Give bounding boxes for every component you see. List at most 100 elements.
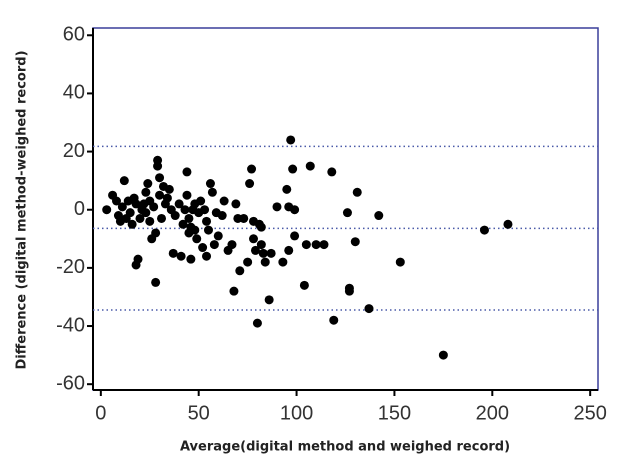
point (272, 202, 282, 212)
point (164, 184, 174, 194)
point (479, 225, 489, 235)
point (239, 213, 249, 223)
point (145, 216, 155, 226)
point (174, 199, 184, 209)
point (438, 350, 448, 360)
point (182, 167, 192, 177)
x-tick-label: 150 (378, 402, 411, 424)
point (151, 228, 161, 238)
point (213, 231, 223, 241)
point (111, 196, 121, 206)
point (117, 202, 127, 212)
point (305, 161, 315, 171)
point (162, 193, 172, 203)
point (286, 135, 296, 145)
point (278, 257, 288, 267)
point (186, 254, 196, 264)
point (131, 199, 141, 209)
point (157, 213, 167, 223)
point (344, 283, 354, 293)
point (151, 277, 161, 287)
y-tick-label: 60 (63, 24, 85, 46)
y-tick-label: -40 (56, 314, 85, 336)
point (219, 196, 229, 206)
point (311, 240, 321, 250)
point (125, 208, 135, 218)
point (190, 225, 200, 235)
point (119, 176, 129, 186)
point (284, 245, 294, 255)
point (319, 240, 329, 250)
point (264, 295, 274, 305)
point (503, 219, 513, 229)
point (198, 243, 208, 253)
y-tick-label: 40 (63, 82, 85, 104)
point (229, 286, 239, 296)
point (282, 184, 292, 194)
point (258, 248, 268, 258)
point (178, 219, 188, 229)
x-tick-label: 100 (280, 402, 313, 424)
y-axis-title: Difference (digital method-weighed recor… (15, 50, 30, 369)
y-tick-label: 0 (74, 198, 85, 220)
x-axis-title: Average(digital method and weighed recor… (180, 440, 510, 455)
point (153, 155, 163, 165)
point (102, 205, 112, 215)
point (135, 213, 145, 223)
point (182, 190, 192, 200)
x-tick-label: 250 (573, 402, 606, 424)
point (266, 248, 276, 258)
x-tick-label: 50 (188, 402, 210, 424)
point (205, 179, 215, 189)
point (141, 208, 151, 218)
point (176, 251, 186, 261)
point (352, 187, 362, 197)
point (155, 173, 165, 183)
point (133, 254, 143, 264)
point (350, 237, 360, 247)
point (256, 222, 266, 232)
point (180, 205, 190, 215)
point (231, 199, 241, 209)
point (235, 266, 245, 276)
point (247, 164, 257, 174)
point (227, 240, 237, 250)
point (301, 240, 311, 250)
point (168, 248, 178, 258)
point (342, 208, 352, 218)
point (217, 211, 227, 221)
point (249, 234, 259, 244)
x-tick-label: 200 (476, 402, 509, 424)
point (250, 245, 260, 255)
point (141, 187, 151, 197)
point (290, 205, 300, 215)
point (243, 257, 253, 267)
point (374, 211, 384, 221)
point (252, 318, 262, 328)
point (364, 304, 374, 314)
point (290, 231, 300, 241)
point (245, 179, 255, 189)
y-tick-label: -20 (56, 256, 85, 278)
point (260, 257, 270, 267)
point (184, 213, 194, 223)
point (202, 216, 212, 226)
point (203, 225, 213, 235)
point (207, 187, 217, 197)
point (200, 205, 210, 215)
point (209, 240, 219, 250)
point (127, 219, 137, 229)
point (299, 280, 309, 290)
point (256, 240, 266, 250)
point (288, 164, 298, 174)
point (149, 202, 159, 212)
point (170, 211, 180, 221)
point (192, 234, 202, 244)
point (196, 196, 206, 206)
point (327, 167, 337, 177)
point (329, 315, 339, 325)
y-tick-label: 20 (63, 140, 85, 162)
point (202, 251, 212, 261)
y-tick-label: -60 (56, 372, 85, 394)
